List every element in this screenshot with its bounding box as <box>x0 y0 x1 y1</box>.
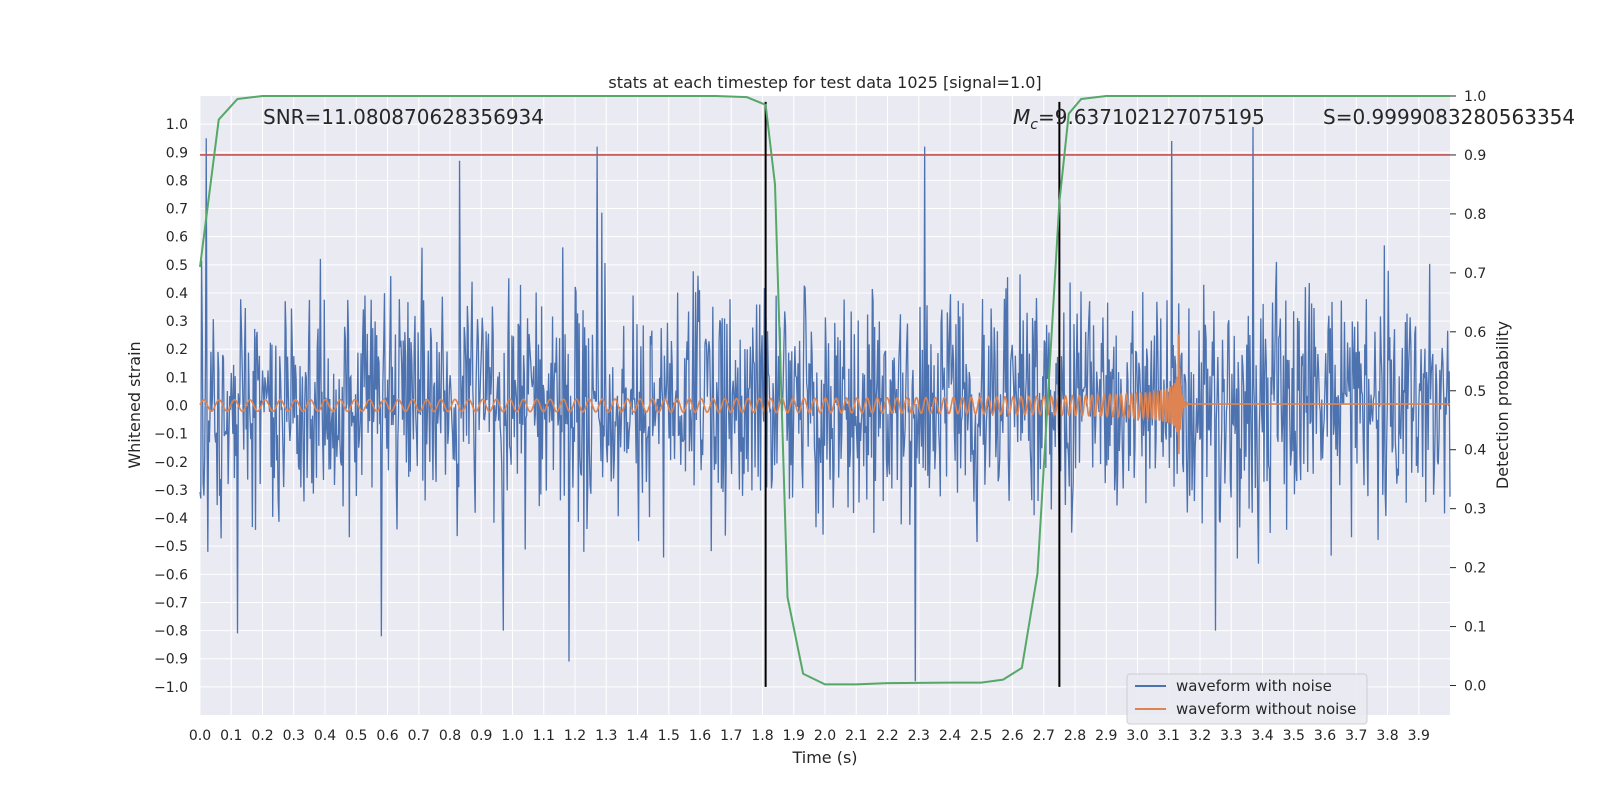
x-tick-label: 1.9 <box>783 728 805 744</box>
chirp-mass-subscript: c <box>1030 117 1038 133</box>
x-tick-label: 0.5 <box>345 728 367 744</box>
x-tick-label: 1.6 <box>689 728 711 744</box>
x-tick-label: 3.7 <box>1345 728 1367 744</box>
x-tick-label: 2.3 <box>908 728 930 744</box>
x-tick-label: 2.7 <box>1033 728 1055 744</box>
y-tick-label: −0.4 <box>154 511 188 527</box>
y-tick-label: 0.9 <box>166 145 188 161</box>
y2-tick-labels: 1.0 0.9 0.8 0.7 0.6 0.5 0.4 0.3 0.2 0.1 0.0 <box>1450 89 1486 695</box>
x-tick-label: 2.2 <box>876 728 898 744</box>
y2-tick-label: 0.7 <box>1464 266 1486 282</box>
detection-probability-line <box>199 95 1450 686</box>
y2-tick-label: 0.6 <box>1464 325 1486 341</box>
x-tick-label: 3.2 <box>1189 728 1211 744</box>
y2-axis-label: Detection probability <box>1493 321 1512 489</box>
x-tick-label: 3.4 <box>1251 728 1273 744</box>
y-tick-labels: 1.0 0.9 0.8 0.7 0.6 0.5 0.4 0.3 0.2 0.1 0.0 −0.1 −0.… <box>154 117 188 696</box>
x-tick-label: 1.5 <box>658 728 680 744</box>
x-tick-label: 0.8 <box>439 728 461 744</box>
legend: waveform with noise waveform without noi… <box>1126 673 1368 725</box>
x-tick-label: 2.5 <box>970 728 992 744</box>
x-tick-label: 0.9 <box>470 728 492 744</box>
x-tick-label: 3.1 <box>1158 728 1180 744</box>
x-tick-label: 1.7 <box>720 728 742 744</box>
y-tick-label: 0.2 <box>166 342 188 358</box>
y2-tick-label: 0.1 <box>1464 620 1486 636</box>
x-tick-label: 2.8 <box>1064 728 1086 744</box>
x-tick-label: 3.8 <box>1376 728 1398 744</box>
y2-tick-label: 0.0 <box>1464 679 1486 695</box>
x-tick-label: 3.5 <box>1283 728 1305 744</box>
x-tick-label: 1.8 <box>751 728 773 744</box>
legend-label-clean: waveform without noise <box>1176 700 1356 718</box>
y2-tick-label: 0.3 <box>1464 502 1486 518</box>
x-axis-label: Time (s) <box>791 748 857 767</box>
legend-label-noise: waveform with noise <box>1176 677 1332 695</box>
x-tick-label: 3.0 <box>1126 728 1148 744</box>
waveform-without-noise-line <box>199 334 1450 455</box>
x-tick-label: 0.4 <box>314 728 336 744</box>
y-tick-label: −0.5 <box>154 539 188 555</box>
x-tick-label: 2.1 <box>845 728 867 744</box>
x-tick-label: 2.9 <box>1095 728 1117 744</box>
y-axis-label: Whitened strain <box>125 341 144 468</box>
series-waveform-with-noise <box>199 126 1451 682</box>
y2-tick-label: 0.2 <box>1464 561 1486 577</box>
y-tick-label: 0.3 <box>166 314 188 330</box>
y-tick-label: 0.8 <box>166 173 188 189</box>
y-tick-label: −0.7 <box>154 595 188 611</box>
waveform-with-noise-line <box>199 126 1451 682</box>
y2-tick-label: 0.8 <box>1464 207 1486 223</box>
y-tick-label: 0.0 <box>166 399 188 415</box>
series-detection-probability <box>199 95 1450 686</box>
y-tick-label: 0.7 <box>166 202 188 218</box>
x-tick-label: 1.1 <box>533 728 555 744</box>
x-tick-label: 3.6 <box>1314 728 1336 744</box>
y-tick-label: −0.9 <box>154 652 188 668</box>
y2-tick-label: 0.5 <box>1464 384 1486 400</box>
y-tick-label: 1.0 <box>166 117 188 133</box>
y2-tick-label: 1.0 <box>1464 89 1486 105</box>
x-tick-labels: 0.0 0.1 0.2 0.3 0.4 0.5 0.6 0.7 0.8 0.9 1.0 1.1 1.2 1… <box>189 728 1430 744</box>
chart-title: stats at each timestep for test data 102… <box>608 73 1041 92</box>
y-tick-label: −0.2 <box>154 455 188 471</box>
snr-annotation: SNR=11.080870628356934 <box>263 105 544 129</box>
x-tick-label: 1.2 <box>564 728 586 744</box>
y-tick-label: 0.1 <box>166 370 188 386</box>
y-tick-label: −0.6 <box>154 567 188 583</box>
series-waveform-without-noise <box>199 334 1450 455</box>
x-tick-label: 0.2 <box>251 728 273 744</box>
x-tick-label: 1.4 <box>626 728 648 744</box>
chirp-mass-symbol: M <box>1013 105 1030 129</box>
x-tick-label: 0.7 <box>408 728 430 744</box>
x-tick-label: 1.3 <box>595 728 617 744</box>
x-tick-label: 3.3 <box>1220 728 1242 744</box>
x-tick-label: 0.0 <box>189 728 211 744</box>
chirp-mass-value: =9.637102127075195 <box>1038 105 1265 129</box>
x-tick-label: 2.6 <box>1001 728 1023 744</box>
x-tick-label: 0.3 <box>283 728 305 744</box>
legend-box <box>1126 673 1368 725</box>
s-annotation: S=0.9999083280563354 <box>1323 105 1575 129</box>
y-tick-label: −0.8 <box>154 624 188 640</box>
chirp-mass-annotation: Mc=9.637102127075195 <box>1013 105 1265 133</box>
x-tick-label: 0.6 <box>376 728 398 744</box>
y-tick-label: −0.3 <box>154 483 188 499</box>
y-tick-label: 0.4 <box>166 286 188 302</box>
y-tick-label: 0.5 <box>166 258 188 274</box>
x-tick-label: 2.0 <box>814 728 836 744</box>
x-tick-label: 2.4 <box>939 728 961 744</box>
x-tick-label: 1.0 <box>501 728 523 744</box>
y-tick-label: −0.1 <box>154 427 188 443</box>
y2-tick-label: 0.9 <box>1464 148 1486 164</box>
x-tick-label: 0.1 <box>220 728 242 744</box>
y2-tick-label: 0.4 <box>1464 443 1486 459</box>
y-tick-label: 0.6 <box>166 230 188 246</box>
y-tick-label: −1.0 <box>154 680 188 696</box>
x-tick-label: 3.9 <box>1408 728 1430 744</box>
